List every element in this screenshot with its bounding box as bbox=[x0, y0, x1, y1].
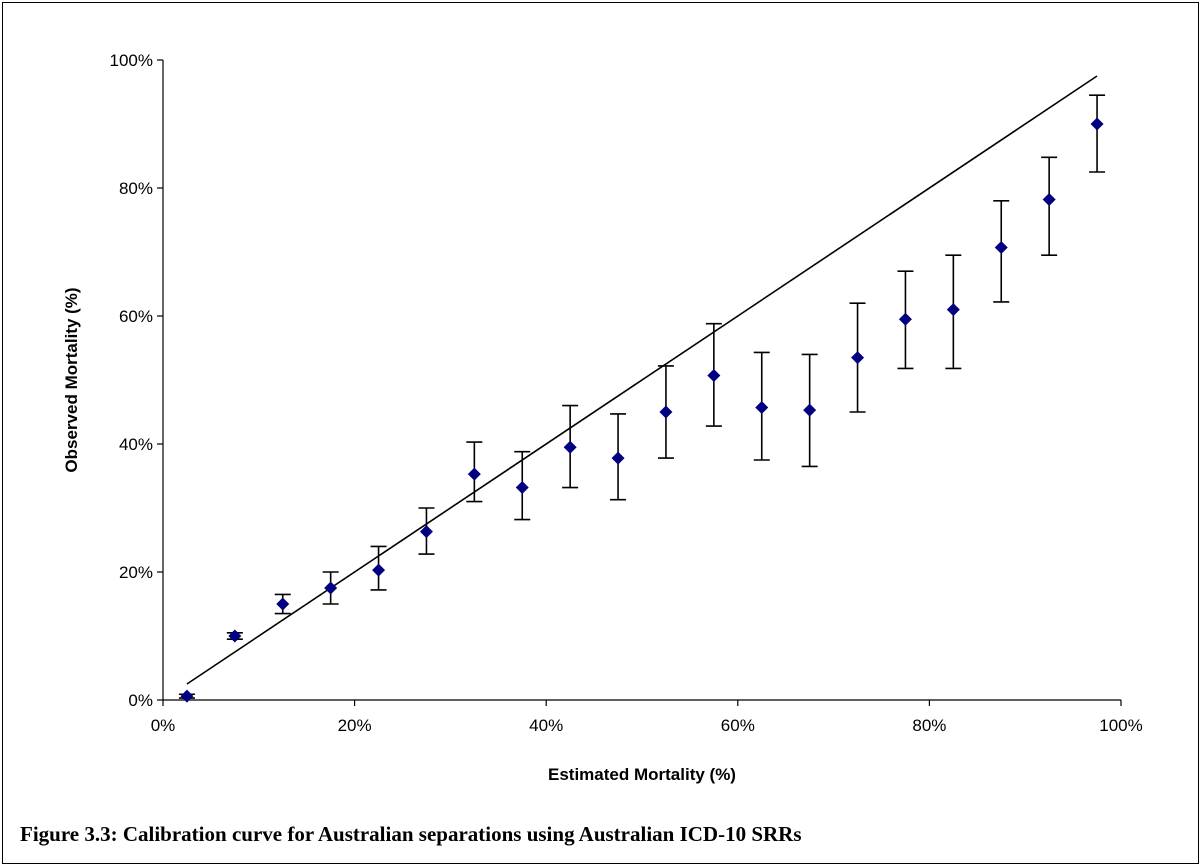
data-point-marker bbox=[563, 440, 577, 454]
x-tick-label: 100% bbox=[1099, 716, 1142, 735]
figure-caption: Figure 3.3: Calibration curve for Austra… bbox=[20, 822, 802, 846]
data-point-marker bbox=[419, 525, 433, 539]
y-tick-label: 0% bbox=[128, 691, 153, 710]
axes: 0% 20% 40% 60% 80% 100% 0% 20% 40% 60% 80% 100% bbox=[110, 51, 1143, 735]
y-tick-label: 100% bbox=[110, 51, 153, 70]
errorbars-group bbox=[178, 94, 1106, 699]
x-tick-label: 0% bbox=[151, 716, 176, 735]
x-axis-title: Estimated Mortality (%) bbox=[548, 765, 736, 784]
data-point-marker bbox=[1090, 117, 1104, 131]
data-point-marker bbox=[755, 401, 769, 415]
y-tick-label: 40% bbox=[119, 435, 153, 454]
x-tick-label: 80% bbox=[912, 716, 946, 735]
y-axis-title: Observed Mortality (%) bbox=[62, 287, 81, 472]
y-tick-label: 20% bbox=[119, 563, 153, 582]
data-point-marker bbox=[898, 312, 912, 326]
data-point-marker bbox=[659, 405, 673, 419]
x-tick-label: 20% bbox=[338, 716, 372, 735]
data-point-marker bbox=[851, 351, 865, 365]
data-point-marker bbox=[515, 481, 529, 495]
data-point-marker bbox=[803, 403, 817, 417]
reference-line-group bbox=[186, 75, 1098, 685]
data-point-marker bbox=[276, 597, 290, 611]
y-tick-label: 80% bbox=[119, 179, 153, 198]
data-point-marker bbox=[324, 581, 338, 595]
data-point-marker bbox=[611, 451, 625, 465]
data-point-marker bbox=[228, 629, 242, 643]
markers-group bbox=[180, 117, 1104, 703]
x-tick-label: 40% bbox=[529, 716, 563, 735]
reference-line bbox=[186, 75, 1098, 685]
y-tick-label: 60% bbox=[119, 307, 153, 326]
data-point-marker bbox=[1042, 193, 1056, 207]
data-point-marker bbox=[372, 563, 386, 577]
data-point-marker bbox=[994, 241, 1008, 255]
data-point-marker bbox=[946, 303, 960, 317]
data-point-marker bbox=[467, 467, 481, 481]
data-point-marker bbox=[707, 369, 721, 383]
data-point-marker bbox=[180, 689, 194, 703]
x-tick-label: 60% bbox=[721, 716, 755, 735]
error-bar bbox=[1041, 156, 1058, 256]
error-bar bbox=[1089, 94, 1106, 173]
